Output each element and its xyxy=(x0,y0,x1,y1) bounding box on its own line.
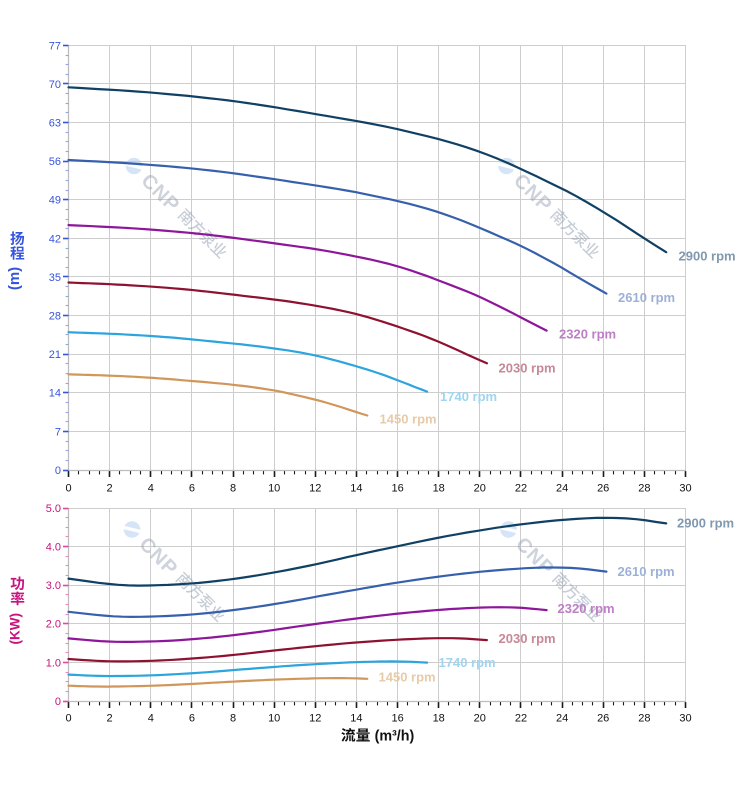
svg-text:2.0: 2.0 xyxy=(46,619,61,631)
svg-text:2900 rpm: 2900 rpm xyxy=(677,516,734,531)
svg-text:2900 rpm: 2900 rpm xyxy=(679,249,736,264)
svg-text:6: 6 xyxy=(189,713,195,725)
svg-text:18: 18 xyxy=(433,713,445,725)
svg-text:28: 28 xyxy=(638,483,650,495)
svg-text:24: 24 xyxy=(556,713,568,725)
svg-text:16: 16 xyxy=(391,713,403,725)
svg-text:2320 rpm: 2320 rpm xyxy=(559,327,616,342)
svg-text:24: 24 xyxy=(556,483,568,495)
svg-text:2610 rpm: 2610 rpm xyxy=(618,290,675,305)
svg-text:4: 4 xyxy=(148,713,154,725)
svg-text:35: 35 xyxy=(49,272,61,284)
svg-text:26: 26 xyxy=(597,713,609,725)
svg-text:2030 rpm: 2030 rpm xyxy=(499,361,556,376)
svg-text:77: 77 xyxy=(49,40,61,52)
svg-text:30: 30 xyxy=(679,713,691,725)
svg-text:4: 4 xyxy=(148,483,154,495)
svg-text:(KW): (KW) xyxy=(8,613,23,644)
svg-text:10: 10 xyxy=(268,713,280,725)
svg-text:1740 rpm: 1740 rpm xyxy=(439,655,496,670)
svg-text:2: 2 xyxy=(107,713,113,725)
svg-text:63: 63 xyxy=(49,118,61,130)
svg-text:14: 14 xyxy=(49,388,61,400)
svg-text:0: 0 xyxy=(65,483,71,495)
svg-text:(m): (m) xyxy=(6,267,23,290)
svg-text:8: 8 xyxy=(230,483,236,495)
svg-text:6: 6 xyxy=(189,483,195,495)
svg-text:28: 28 xyxy=(638,713,650,725)
svg-text:21: 21 xyxy=(49,349,61,361)
svg-text:14: 14 xyxy=(350,483,362,495)
svg-text:8: 8 xyxy=(230,713,236,725)
svg-text:1740 rpm: 1740 rpm xyxy=(440,389,497,404)
svg-text:14: 14 xyxy=(350,713,362,725)
svg-text:49: 49 xyxy=(49,195,61,207)
svg-text:4.0: 4.0 xyxy=(46,542,61,554)
svg-text:18: 18 xyxy=(433,483,445,495)
svg-text:5.0: 5.0 xyxy=(46,503,61,515)
svg-text:20: 20 xyxy=(474,483,486,495)
svg-text:3.0: 3.0 xyxy=(46,580,61,592)
svg-text:0: 0 xyxy=(65,713,71,725)
svg-text:1.0: 1.0 xyxy=(46,657,61,669)
svg-text:10: 10 xyxy=(268,483,280,495)
svg-text:7: 7 xyxy=(55,426,61,438)
svg-text:30: 30 xyxy=(679,483,691,495)
svg-text:1450 rpm: 1450 rpm xyxy=(380,412,437,427)
svg-text:22: 22 xyxy=(515,483,527,495)
svg-text:56: 56 xyxy=(49,156,61,168)
svg-text:22: 22 xyxy=(515,713,527,725)
svg-text:(m³/h): (m³/h) xyxy=(371,729,415,745)
svg-text:20: 20 xyxy=(474,713,486,725)
svg-text:2: 2 xyxy=(107,483,113,495)
svg-text:0: 0 xyxy=(55,696,61,708)
svg-text:12: 12 xyxy=(309,483,321,495)
svg-text:28: 28 xyxy=(49,311,61,323)
svg-text:0: 0 xyxy=(55,465,61,477)
svg-text:2030 rpm: 2030 rpm xyxy=(499,631,556,646)
svg-text:2320 rpm: 2320 rpm xyxy=(558,601,615,616)
svg-text:1450 rpm: 1450 rpm xyxy=(379,670,436,685)
svg-text:42: 42 xyxy=(49,233,61,245)
svg-text:12: 12 xyxy=(309,713,321,725)
svg-text:70: 70 xyxy=(49,79,61,91)
svg-text:26: 26 xyxy=(597,483,609,495)
svg-text:2610 rpm: 2610 rpm xyxy=(618,564,675,579)
svg-text:16: 16 xyxy=(391,483,403,495)
